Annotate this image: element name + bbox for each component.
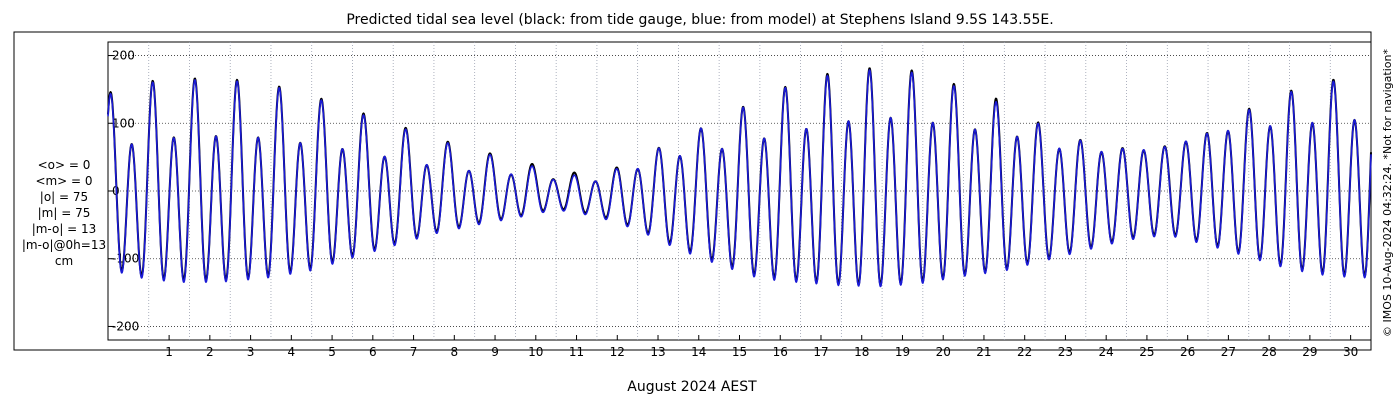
stats-line: <m> = 0 [35, 174, 92, 188]
grid-lines [108, 42, 1371, 340]
stats-line: |m| = 75 [38, 206, 91, 220]
y-tick-label: -100 [112, 252, 139, 266]
x-tick-label: 10 [528, 345, 543, 359]
x-tick-label: 11 [569, 345, 584, 359]
x-tick-label: 8 [450, 345, 458, 359]
stats-line: cm [55, 254, 73, 268]
x-tick-label: 14 [691, 345, 706, 359]
x-tick-label: 18 [854, 345, 869, 359]
x-tick-label: 28 [1262, 345, 1277, 359]
series-lines [107, 67, 1372, 288]
x-tick-label: 13 [650, 345, 665, 359]
x-tick-label: 25 [1139, 345, 1154, 359]
x-tick-label: 26 [1180, 345, 1195, 359]
y-tick-label: -200 [112, 319, 139, 333]
credit-text: © IMOS 10-Aug-2024 04:32:24. *Not for na… [1381, 49, 1394, 337]
stats-panel: <o> = 0 <m> = 0 |o| = 75 |m| = 75 |m-o| = 13… [22, 158, 106, 268]
x-tick-label: 9 [491, 345, 499, 359]
stats-line: |m-o|@0h=13 [22, 238, 106, 252]
x-tick-label: 22 [1017, 345, 1032, 359]
stats-line: <o> = 0 [38, 158, 91, 172]
x-tick-label: 4 [288, 345, 296, 359]
x-tick-label: 1 [165, 345, 173, 359]
x-tick-label: 29 [1302, 345, 1317, 359]
x-axis: 1 2 3 4 5 6 7 8 9 10 11 12 13 14 15 16 17 18 19 20 21 22 23 24 2… [165, 335, 1358, 359]
x-tick-label: 2 [206, 345, 214, 359]
stats-line: |o| = 75 [40, 190, 88, 204]
x-tick-label: 30 [1343, 345, 1358, 359]
series-model-line [107, 69, 1372, 288]
x-tick-label: 5 [328, 345, 336, 359]
chart-title: Predicted tidal sea level (black: from t… [346, 12, 1053, 28]
x-tick-label: 24 [1099, 345, 1114, 359]
x-tick-label: 23 [1058, 345, 1073, 359]
x-tick-label: 7 [410, 345, 418, 359]
x-tick-label: 3 [247, 345, 255, 359]
y-tick-label: 200 [112, 49, 135, 63]
x-tick-label: 12 [610, 345, 625, 359]
x-tick-label: 20 [936, 345, 951, 359]
x-axis-label: August 2024 AEST [627, 379, 757, 395]
y-tick-label: 100 [112, 116, 135, 130]
x-tick-label: 19 [895, 345, 910, 359]
stats-line: |m-o| = 13 [32, 222, 97, 236]
x-tick-label: 15 [732, 345, 747, 359]
x-tick-label: 16 [773, 345, 788, 359]
x-tick-label: 21 [976, 345, 991, 359]
x-tick-label: 6 [369, 345, 377, 359]
x-tick-label: 17 [813, 345, 828, 359]
x-tick-label: 27 [1221, 345, 1236, 359]
